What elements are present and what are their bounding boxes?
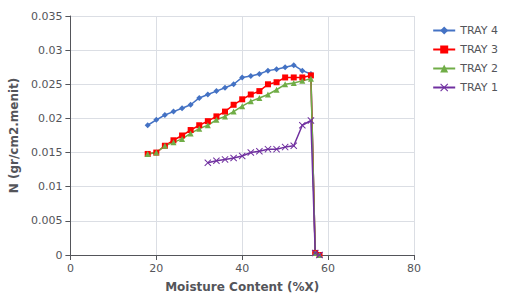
svg-text:0.025: 0.025 [31,78,63,91]
svg-text:0.01: 0.01 [38,180,63,193]
svg-text:Moisture Content (%X): Moisture Content (%X) [165,280,319,294]
svg-text:0.035: 0.035 [31,10,63,23]
svg-text:80: 80 [407,262,421,275]
svg-text:0.015: 0.015 [31,146,63,159]
svg-text:TRAY 4: TRAY 4 [459,24,498,37]
svg-text:40: 40 [235,262,249,275]
svg-text:TRAY 1: TRAY 1 [459,81,498,94]
svg-text:60: 60 [321,262,335,275]
svg-text:0.02: 0.02 [38,112,63,125]
svg-text:TRAY 2: TRAY 2 [459,62,498,75]
svg-text:N (gr/cm2.menit): N (gr/cm2.menit) [7,78,21,194]
svg-text:0.03: 0.03 [38,44,63,57]
svg-text:0: 0 [67,262,74,275]
svg-text:20: 20 [149,262,163,275]
svg-text:0: 0 [55,249,62,262]
svg-text:TRAY 3: TRAY 3 [459,43,498,56]
svg-text:0.005: 0.005 [31,214,63,227]
